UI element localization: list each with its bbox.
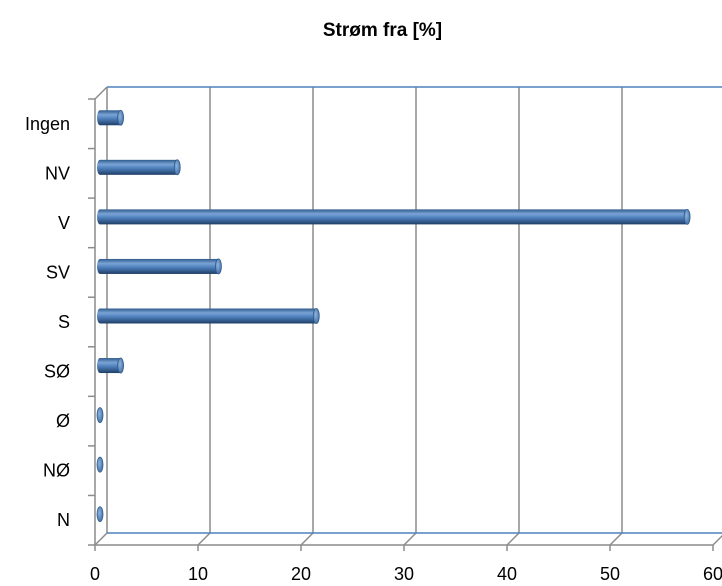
bar (97, 208, 691, 225)
floor-gridline (403, 532, 417, 546)
bar-end-cap (96, 407, 104, 424)
x-tick-label: 50 (600, 564, 620, 584)
y-tick-label: V (58, 213, 70, 233)
tick-labels: 0 10 20 30 40 50 60 N NØ Ø SØ S SV V NV Ingen (25, 114, 722, 584)
bar-end-cap (96, 456, 104, 473)
bar (97, 258, 222, 275)
y-tick-label: SØ (44, 362, 70, 382)
bar-end-cap (312, 308, 320, 324)
bar (96, 506, 104, 523)
floor-gridline (609, 532, 623, 546)
y-tick-label: SV (46, 262, 70, 282)
bar-end-cap (117, 357, 124, 374)
y-tick-label: Ingen (25, 114, 70, 134)
x-tick-label: 60 (703, 564, 722, 584)
bar (97, 357, 124, 374)
side-wall-top (94, 86, 108, 100)
bar (96, 407, 104, 424)
y-tick-label: NØ (43, 461, 70, 481)
bar-start-cap (97, 358, 103, 374)
x-tick-label: 0 (90, 564, 100, 584)
floor-gridline (94, 532, 108, 546)
y-tick-label: N (57, 510, 70, 530)
y-tick-label: S (58, 312, 70, 332)
floor-gridline (712, 534, 722, 546)
bar-body (100, 258, 219, 274)
bar (97, 159, 181, 176)
y-tick-label: NV (45, 163, 70, 183)
bar-body (100, 110, 121, 126)
bar-start-cap (97, 209, 103, 225)
bar-end-cap (173, 159, 181, 176)
bar (97, 308, 320, 324)
bar-body (100, 209, 688, 225)
chart-title: Strøm fra [%] (322, 20, 443, 41)
bar-body (100, 159, 178, 175)
bar (96, 456, 104, 473)
floor-gridline (197, 532, 211, 546)
bars (96, 109, 691, 523)
floor-gridline (300, 532, 314, 546)
bar-start-cap (97, 159, 103, 175)
bar-end-cap (683, 208, 691, 225)
y-tick-label: Ø (56, 411, 70, 431)
axes (88, 86, 714, 551)
bar (97, 109, 124, 126)
x-tick-label: 20 (291, 564, 311, 584)
bar-start-cap (97, 308, 103, 324)
x-tick-label: 10 (188, 564, 208, 584)
floor-gridline (506, 532, 520, 546)
bar-end-cap (117, 109, 124, 126)
bar-body (100, 358, 121, 374)
x-tick-label: 40 (497, 564, 517, 584)
bar-start-cap (97, 258, 103, 274)
bar-start-cap (97, 110, 103, 126)
bar-end-cap (96, 506, 104, 523)
bar-end-cap (215, 258, 222, 275)
bar-body (100, 308, 317, 324)
x-tick-label: 30 (394, 564, 414, 584)
